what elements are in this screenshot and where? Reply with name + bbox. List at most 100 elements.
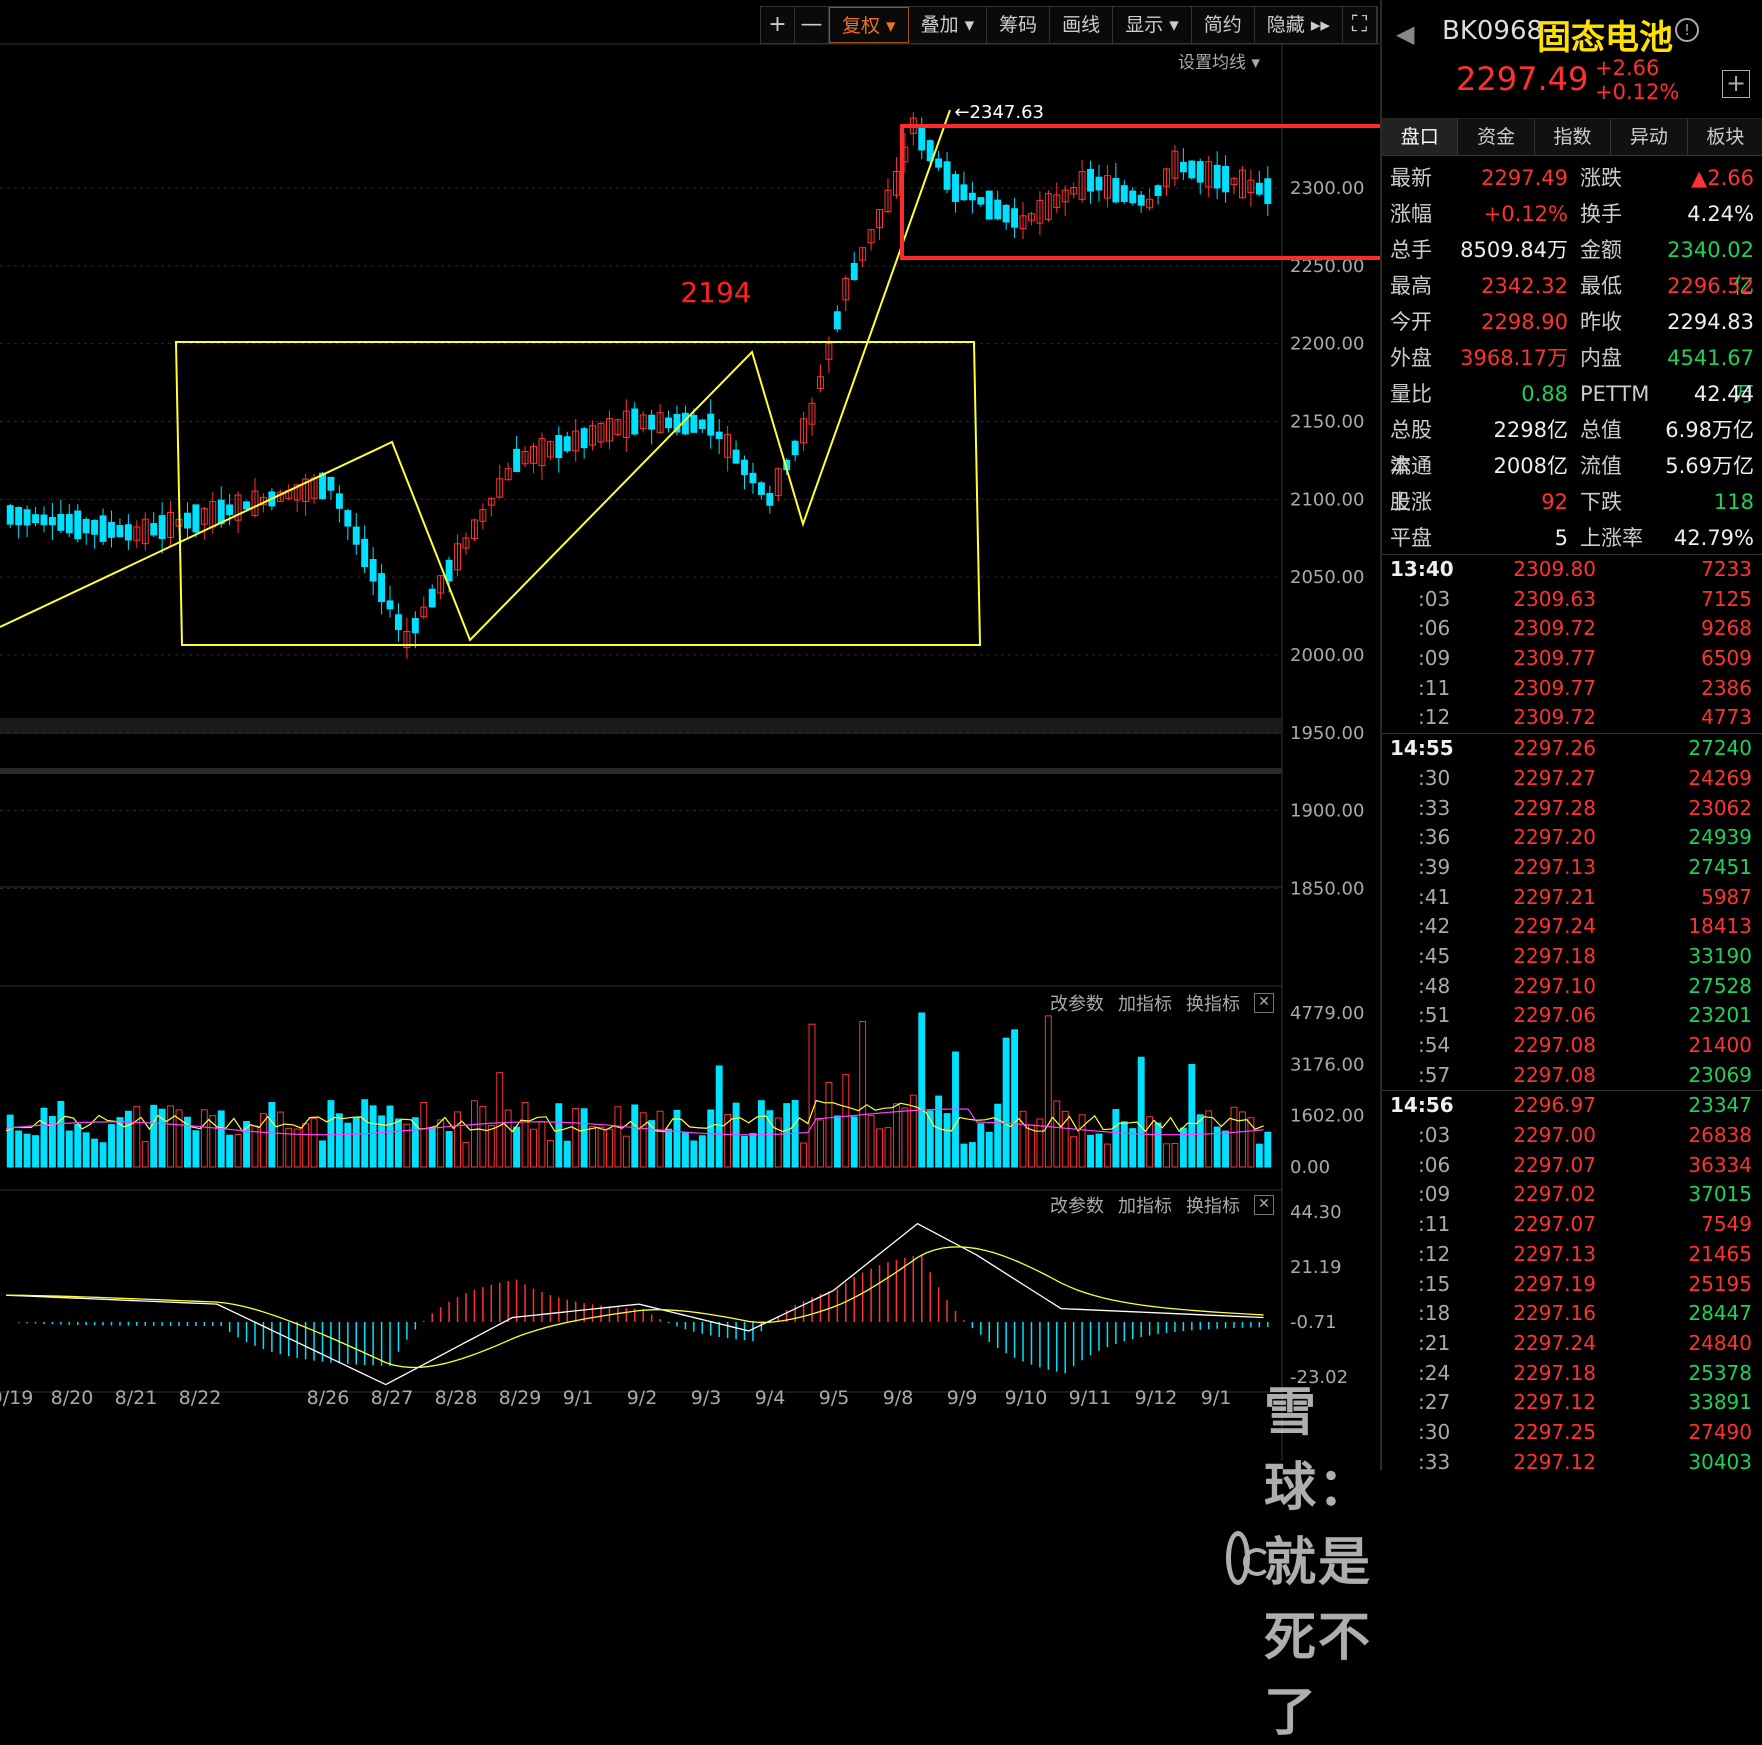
candle-body: [724, 434, 732, 458]
candle-body: [656, 412, 664, 433]
volume-bar: [437, 1119, 445, 1168]
zoom-in-button[interactable]: +: [761, 7, 795, 43]
tick-volume: 23069: [1688, 1062, 1752, 1087]
close-icon[interactable]: ✕: [1254, 993, 1274, 1013]
candle-body: [386, 600, 394, 610]
volume-bar: [530, 1128, 537, 1168]
info-icon[interactable]: !: [1675, 18, 1699, 42]
candle-body: [994, 199, 1002, 220]
hide-button[interactable]: 隐藏 ▸▸: [1255, 7, 1343, 43]
tick-volume: 28447: [1688, 1301, 1752, 1326]
volume-bar: [1061, 1110, 1069, 1168]
fuquan-dropdown[interactable]: 复权 ▾: [829, 7, 909, 43]
volume-edit-params-button[interactable]: 改参数: [1050, 994, 1104, 1015]
macd-add-indicator-button[interactable]: 加指标: [1118, 1196, 1172, 1217]
ma-setting-dropdown[interactable]: 设置均线 ▾: [1178, 53, 1260, 73]
volume-bar: [243, 1121, 250, 1168]
volume-bar: [352, 1117, 360, 1168]
volume-bar: [665, 1128, 672, 1168]
volume-bar: [82, 1132, 90, 1168]
candle-body: [1255, 182, 1263, 195]
fullscreen-icon: ⛶: [1351, 12, 1368, 37]
chips-button[interactable]: 筹码: [987, 7, 1051, 43]
volume-bar: [285, 1127, 293, 1168]
candle-body: [622, 410, 630, 438]
stat-value: ▲2.66: [1691, 166, 1754, 190]
tick-price: 2297.28: [1513, 795, 1596, 820]
candle-body: [167, 511, 175, 538]
tick-price: 2297.18: [1513, 1360, 1596, 1385]
volume-bar: [943, 1113, 951, 1168]
volume-bar: [378, 1115, 386, 1168]
candle-body: [842, 278, 850, 301]
volume-bar: [833, 1115, 841, 1168]
date-tick-label: 8/21: [115, 1387, 158, 1409]
volume-bar: [909, 1094, 917, 1168]
tick-price: 2297.24: [1513, 1330, 1596, 1355]
tick-row: :11 2297.07 7549: [1382, 1210, 1762, 1240]
candle-body: [563, 436, 571, 452]
volume-bar: [386, 1105, 394, 1168]
candle-body: [158, 515, 166, 540]
volume-bar: [546, 1139, 554, 1168]
tab-1[interactable]: 资金: [1458, 119, 1535, 155]
volume-bar: [968, 1142, 976, 1168]
volume-bar: [1095, 1133, 1103, 1168]
fullscreen-button[interactable]: ⛶: [1343, 7, 1377, 43]
date-tick-label: 9/12: [1135, 1387, 1178, 1409]
xueqiu-logo-icon: [1226, 1530, 1272, 1585]
tick-row: :12 2309.72 4773: [1382, 703, 1762, 733]
kline-chart-svg[interactable]: 2300.00 2250.00 2200.00 2150.00 2100.00 2050.…: [0, 0, 1380, 1470]
tick-price: 2297.25: [1513, 1419, 1596, 1444]
tick-row: :15 2297.19 25195: [1382, 1270, 1762, 1300]
tab-3[interactable]: 异动: [1611, 119, 1688, 155]
macd-edit-params-button[interactable]: 改参数: [1050, 1196, 1104, 1217]
candle-body: [32, 514, 39, 524]
candle-body: [1095, 176, 1103, 191]
volume-bar: [74, 1123, 82, 1168]
date-tick-label: 9/11: [1069, 1387, 1112, 1409]
candle-body: [192, 504, 200, 533]
tab-0[interactable]: 盘口: [1382, 119, 1459, 155]
tab-4[interactable]: 板块: [1687, 119, 1762, 155]
change-value: +2.66: [1595, 56, 1660, 80]
volume-swap-indicator-button[interactable]: 换指标: [1186, 994, 1240, 1015]
stats-row: 总股本 2298亿 总值 6.98万亿: [1382, 412, 1762, 478]
volume-bar: [1137, 1056, 1145, 1168]
consolidation-box: [174, 341, 982, 646]
add-watchlist-icon[interactable]: +: [1722, 70, 1750, 98]
back-arrow-icon[interactable]: ◀: [1396, 20, 1415, 48]
volume-bar: [774, 1117, 782, 1168]
volume-add-indicator-button[interactable]: 加指标: [1118, 994, 1172, 1015]
volume-ma5-line: [5, 1099, 1264, 1133]
draw-line-button[interactable]: 画线: [1050, 7, 1114, 43]
close-icon[interactable]: ✕: [1254, 1195, 1274, 1215]
candle-body: [15, 507, 23, 526]
candle-body: [1053, 194, 1061, 209]
overlay-dropdown[interactable]: 叠加 ▾: [909, 7, 988, 43]
stat-value: 4.24%: [1687, 202, 1754, 226]
tick-time: :09: [1418, 646, 1451, 671]
tick-list[interactable]: 13:40 2309.80 7233:03 2309.63 7125:06 2309.72…: [1382, 554, 1762, 1477]
stat-value: 2298.90: [1481, 310, 1568, 334]
volume-tick-label: 4779.00: [1290, 1003, 1364, 1024]
zoom-out-button[interactable]: —: [795, 7, 829, 43]
kline-chart-area[interactable]: 2300.00 2250.00 2200.00 2150.00 2100.00 2050.…: [0, 0, 1380, 1743]
macd-tick-label: 21.19: [1290, 1257, 1342, 1278]
date-tick-label: 8/28: [435, 1387, 478, 1409]
candle-body: [589, 425, 597, 446]
macd-swap-indicator-button[interactable]: 换指标: [1186, 1196, 1240, 1217]
volume-bar: [403, 1123, 411, 1168]
tick-price: 2309.77: [1513, 675, 1596, 700]
candle-body: [918, 125, 926, 151]
date-tick-label: 9/1: [1201, 1387, 1232, 1409]
display-dropdown[interactable]: 显示 ▾: [1113, 7, 1192, 43]
stats-row: 最新 2297.49 涨跌 ▲2.66: [1382, 160, 1762, 196]
tick-row: :24 2297.18 25378: [1382, 1359, 1762, 1389]
volume-bar: [555, 1103, 563, 1168]
candle-body: [530, 445, 537, 464]
simple-mode-button[interactable]: 简约: [1192, 7, 1255, 43]
candle-body: [40, 514, 48, 526]
macd-dea-line: [5, 1246, 1264, 1369]
tab-2[interactable]: 指数: [1534, 119, 1612, 155]
